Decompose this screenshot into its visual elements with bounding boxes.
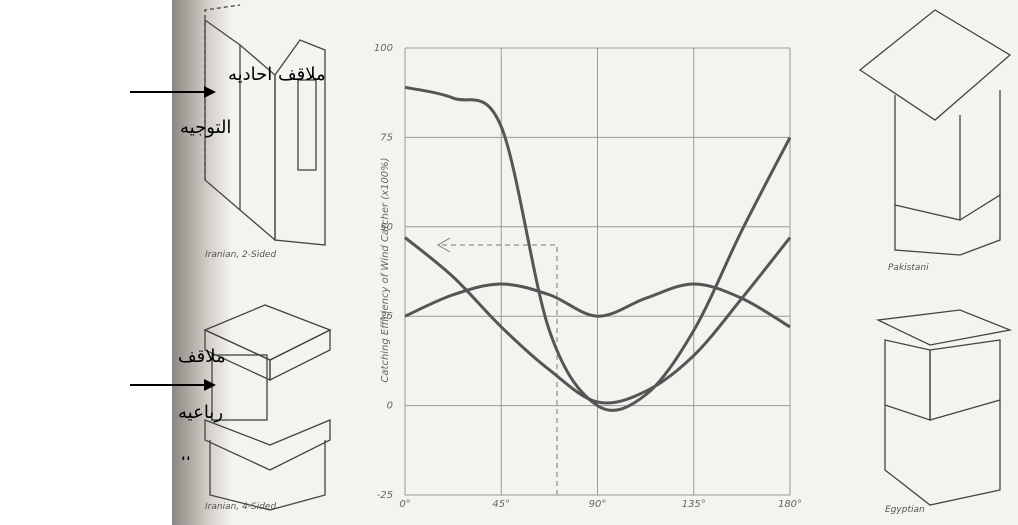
y-axis-label: Catching Efficiency of Wind Catcher (x10… — [380, 157, 391, 382]
caption: Egyptian — [885, 505, 925, 515]
y-tick-label: 100 — [374, 43, 393, 54]
y-tick-label: -25 — [377, 490, 393, 501]
binding-shadow — [170, 0, 230, 525]
annotation: ملاقف — [178, 346, 226, 367]
x-tick-label: 45° — [492, 499, 510, 510]
caption: Iranian, 4-Sided — [205, 502, 276, 512]
y-tick-label: 0 — [387, 401, 393, 412]
x-tick-label: 90° — [589, 499, 607, 510]
annotation: التوجيه — [180, 117, 231, 138]
caption: Pakistani — [888, 263, 929, 273]
x-tick-label: 180° — [778, 499, 802, 510]
caption: Iranian, 2-Sided — [205, 250, 276, 260]
y-tick-label: 75 — [380, 132, 393, 143]
annotation: ملاقف احاديه — [228, 64, 326, 85]
page: Iranian, 2-Sided Iranian, 4-Sided Pakist… — [0, 0, 1018, 525]
y-tick-label: 50 — [380, 222, 393, 233]
annotation: رباعيه — [178, 402, 223, 423]
x-tick-label: 0° — [399, 499, 410, 510]
x-tick-label: 135° — [682, 499, 706, 510]
margin — [0, 0, 172, 525]
y-tick-label: 25 — [380, 311, 393, 322]
